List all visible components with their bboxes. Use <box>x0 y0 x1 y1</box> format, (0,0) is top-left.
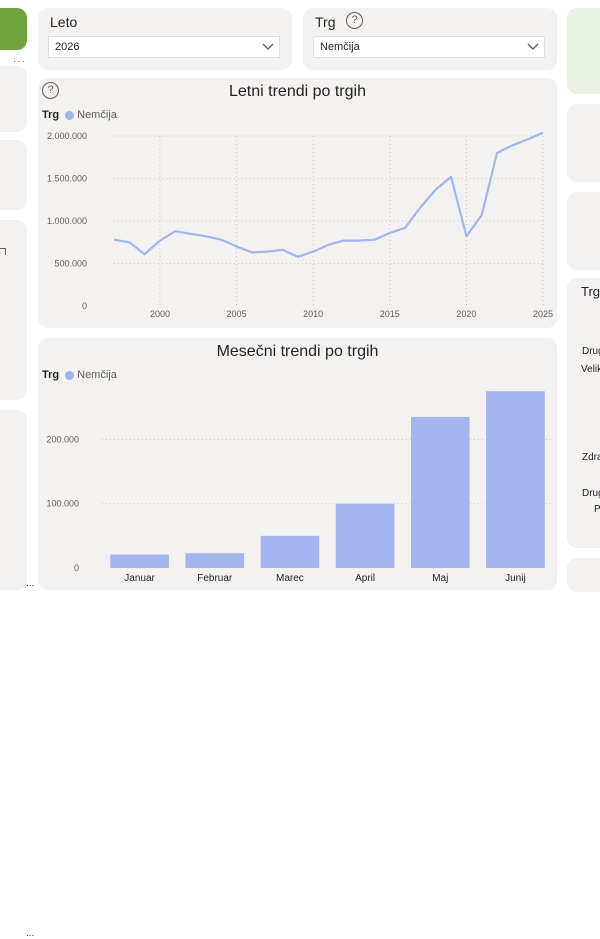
y-tick-label: 1.000.000 <box>47 216 87 226</box>
year-dropdown[interactable]: 2026 <box>48 36 280 58</box>
legend-item: Nemčija <box>77 109 117 121</box>
right-card-3 <box>567 558 600 592</box>
more-options-icon[interactable]: ··· <box>13 56 26 67</box>
left-header-card <box>0 8 27 50</box>
y-tick-label: 1.500.000 <box>47 174 87 184</box>
right-row-label: P <box>594 504 600 515</box>
right-card-2 <box>567 192 600 270</box>
series-line <box>113 131 544 258</box>
left-card-4-more: ... <box>26 928 35 939</box>
bar <box>335 503 395 568</box>
y-tick-label: 500.000 <box>54 259 87 269</box>
yearly-line-chart: 0 500.000 1.000.000 1.500.000 2.000.000 2000 2… <box>47 131 553 319</box>
market-dropdown-value: Nemčija <box>320 41 360 53</box>
help-icon[interactable]: ? <box>346 12 363 29</box>
year-dropdown-value: 2026 <box>55 41 80 53</box>
bar <box>110 554 169 568</box>
x-tick-label: 2020 <box>456 309 476 319</box>
x-tick-label: April <box>355 573 375 584</box>
left-card-3-marker <box>0 248 6 255</box>
y-tick-label: 2.000.000 <box>47 131 87 141</box>
chevron-down-icon <box>262 43 274 50</box>
right-table-title: Trg <box>581 284 600 299</box>
left-card-2 <box>0 140 27 210</box>
monthly-bar-chart: 0 100.000 200.000 Januar Februar Marec April Ma… <box>46 391 553 584</box>
y-tick-label: 200.000 <box>46 434 79 444</box>
bar <box>260 535 320 568</box>
y-tick-label: 100.000 <box>46 499 79 509</box>
x-tick-label: Junij <box>505 573 526 584</box>
yearly-chart-title: Letni trendi po trgih <box>229 83 366 100</box>
legend-marker <box>65 370 75 380</box>
x-tick-label: Januar <box>124 573 155 584</box>
x-tick-label: 2005 <box>227 309 247 319</box>
right-row-label: Drug <box>582 488 600 499</box>
right-kpi-card <box>567 8 600 94</box>
market-slicer-title: Trg <box>315 14 336 30</box>
bar <box>486 391 545 568</box>
x-tick-label: Februar <box>197 573 233 584</box>
right-table-card: Trg Drug Velik Zdra Drug P <box>567 278 600 548</box>
market-slicer: Trg ? Nemčija <box>303 8 557 70</box>
right-row-label: Velik <box>581 364 600 375</box>
x-tick-label: Maj <box>432 573 448 584</box>
year-slicer-title: Leto <box>50 14 78 30</box>
y-tick-label: 0 <box>82 301 87 311</box>
right-row-label: Zdra <box>582 452 600 463</box>
market-dropdown[interactable]: Nemčija <box>313 36 545 58</box>
yearly-chart-card: ? Letni trendi po trgih Trg Nemčija 0 500… <box>38 78 557 328</box>
left-card-1 <box>0 66 27 132</box>
right-card-1 <box>567 104 600 182</box>
x-tick-label: 2015 <box>380 309 400 319</box>
legend-item: Nemčija <box>77 369 117 381</box>
left-card-3: ... <box>0 220 34 589</box>
x-tick-label: 2025 <box>533 309 553 319</box>
legend-title: Trg <box>42 109 60 121</box>
legend-marker <box>65 110 75 120</box>
yearly-chart-legend: Trg Nemčija <box>42 109 117 121</box>
legend-title: Trg <box>42 369 60 381</box>
bar <box>185 553 245 568</box>
left-card-4: ... <box>0 410 34 939</box>
x-tick-label: 2000 <box>150 309 170 319</box>
right-row-label: Drug <box>582 346 600 357</box>
y-tick-label: 0 <box>74 563 79 573</box>
monthly-chart-card: Mesečni trendi po trgih Trg Nemčija 0 100… <box>38 338 557 590</box>
help-icon[interactable]: ? <box>42 82 59 99</box>
x-tick-label: Marec <box>276 573 304 584</box>
monthly-chart-title: Mesečni trendi po trgih <box>216 343 379 360</box>
monthly-chart-legend: Trg Nemčija <box>42 369 117 381</box>
year-slicer: Leto 2026 <box>38 8 292 70</box>
bar <box>410 416 470 568</box>
left-card-3-more: ... <box>26 578 35 589</box>
x-tick-label: 2010 <box>303 309 323 319</box>
chevron-down-icon <box>527 43 539 50</box>
